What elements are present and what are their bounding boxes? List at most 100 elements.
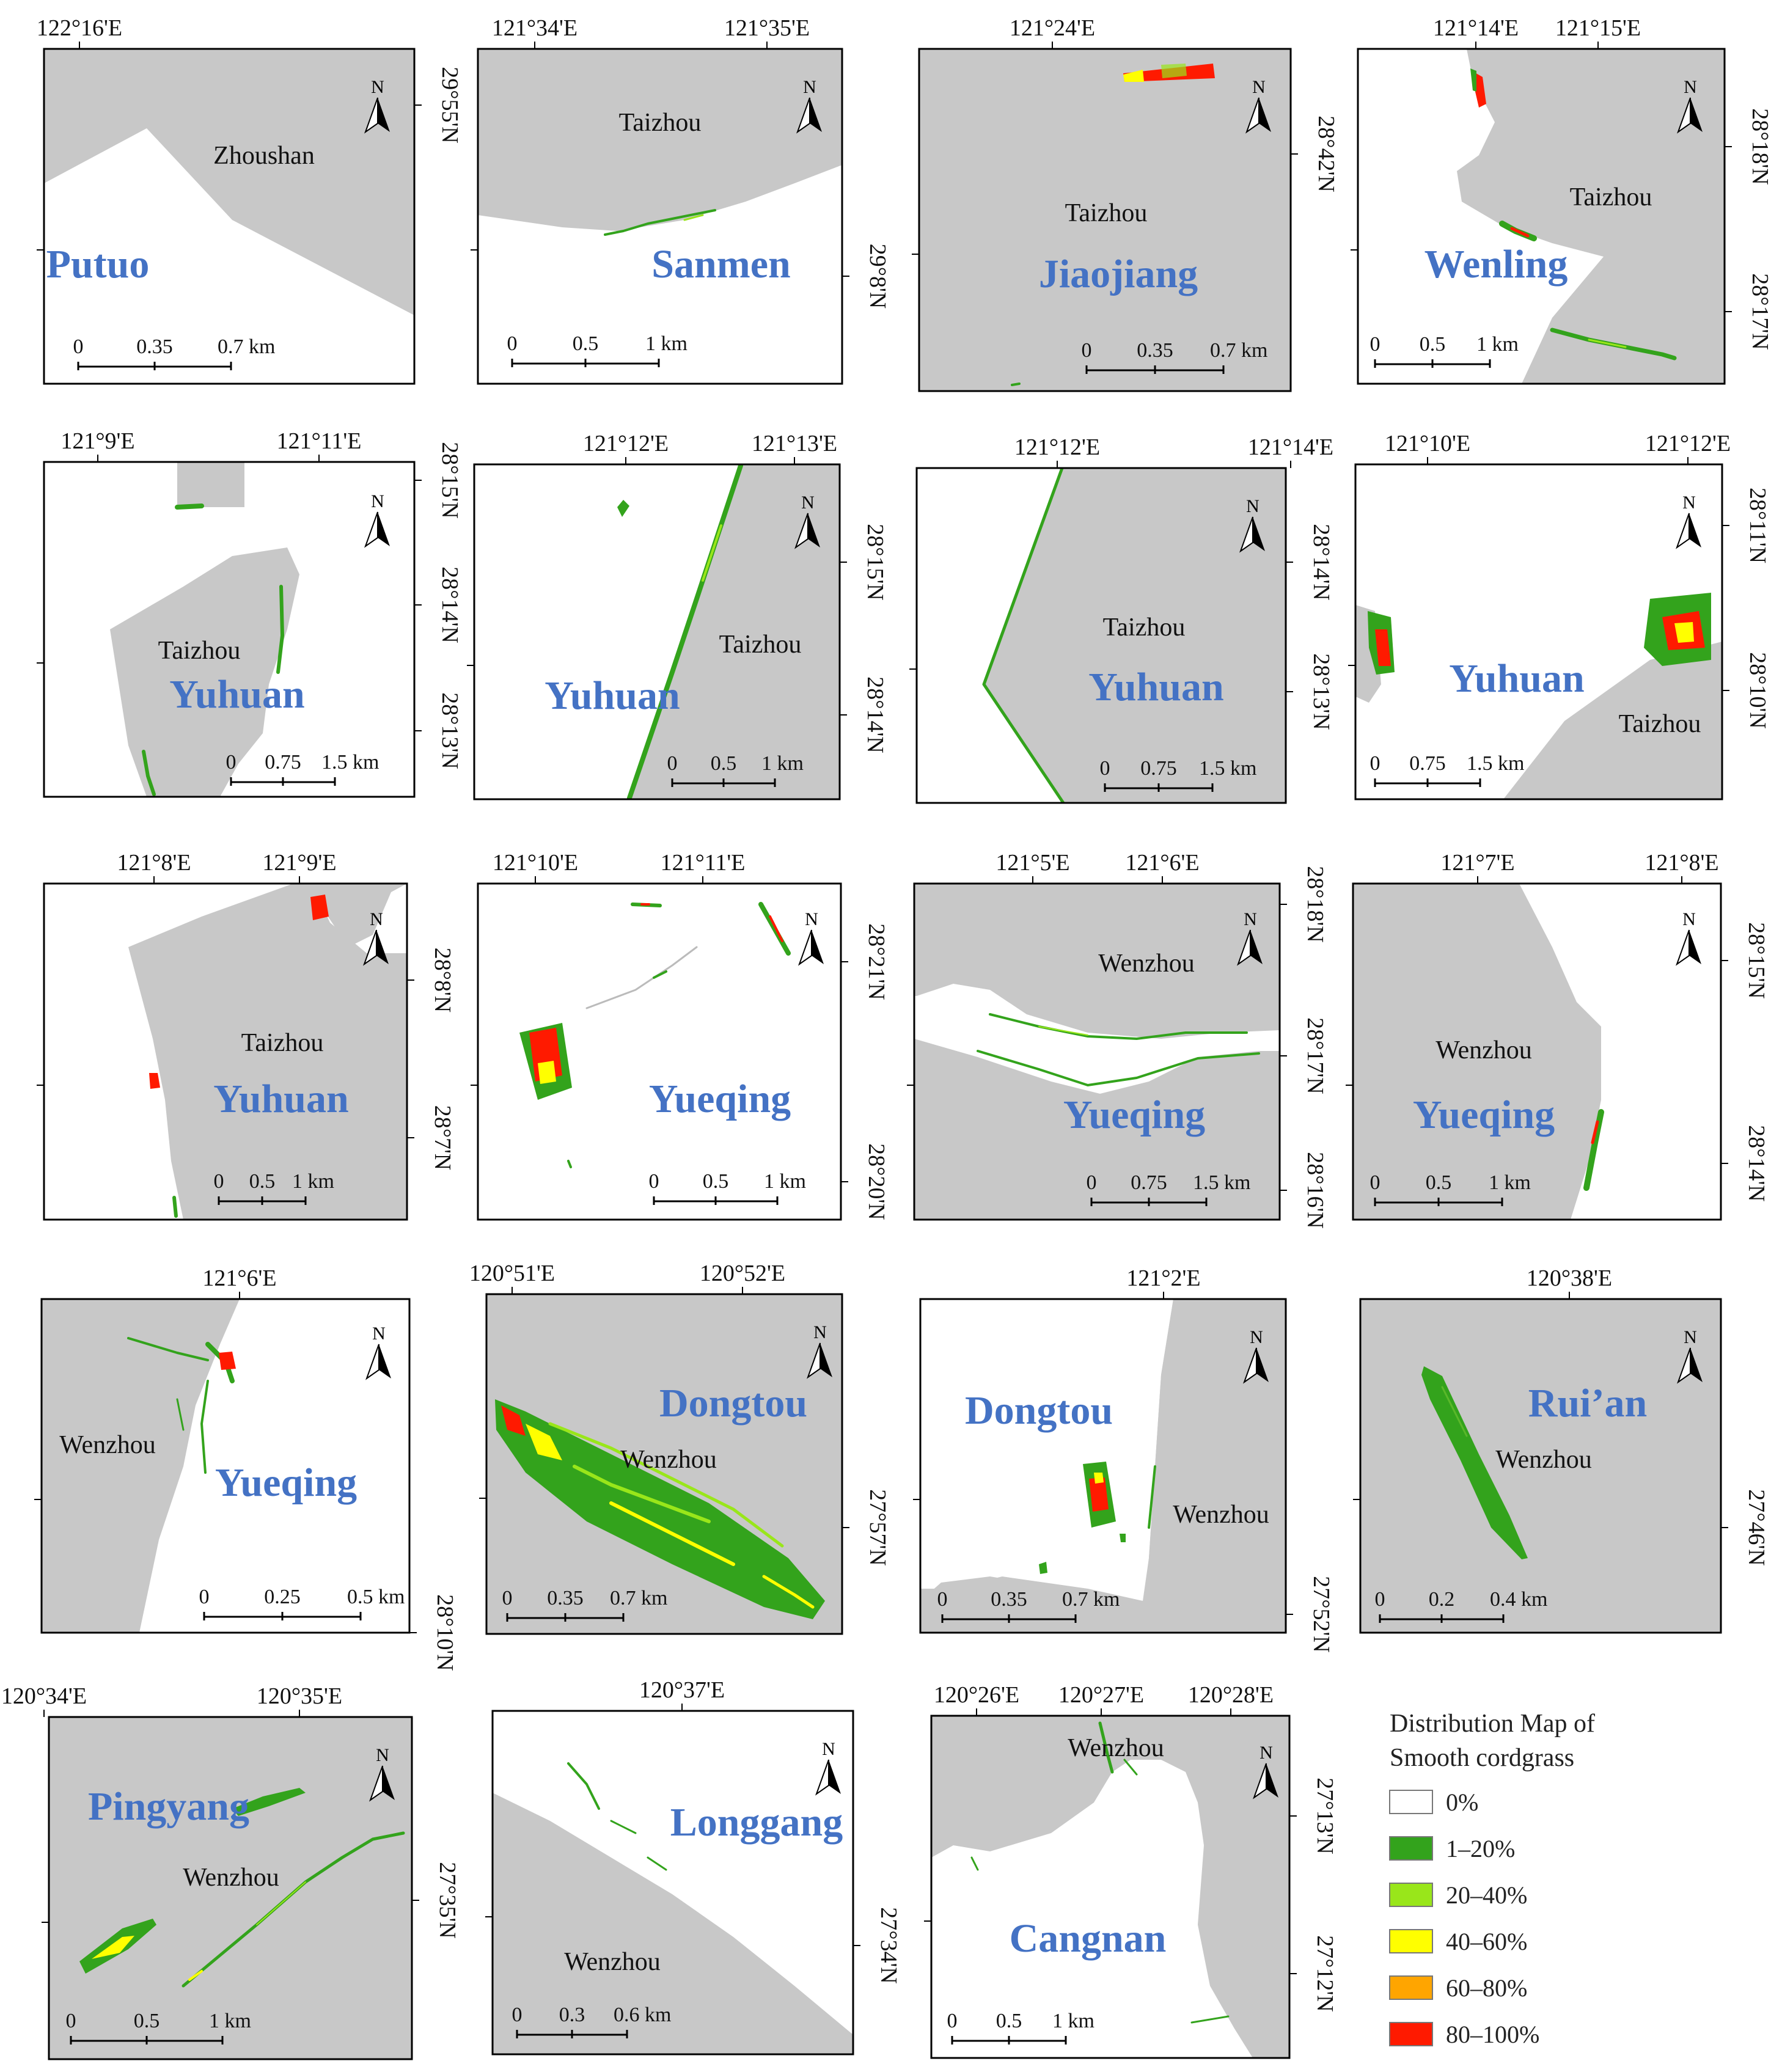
map-panels: Putuo Zhoushan N 122°16'E 29°55'N 0 0.35 0.7 km… bbox=[1, 15, 1771, 2060]
land-area bbox=[49, 1717, 412, 2059]
water-area bbox=[474, 464, 741, 799]
scale-bar: 0 0.5 1 km bbox=[1370, 333, 1519, 368]
north-label: N bbox=[1246, 496, 1260, 516]
legend-entry: 80–100% bbox=[1389, 2021, 1539, 2048]
longitude-tick-label: 121°8'E bbox=[1645, 850, 1718, 876]
cordgrass-strip bbox=[982, 468, 1065, 803]
map-frame bbox=[473, 463, 841, 800]
cordgrass-strip bbox=[200, 1380, 209, 1474]
latitude-tick-label: 28°10'N bbox=[432, 1594, 458, 1671]
longitude-tick-label: 121°2'E bbox=[1126, 1265, 1200, 1291]
cordgrass-patch bbox=[495, 1399, 825, 1619]
map-frame bbox=[485, 1293, 843, 1635]
longitude-tick-label: 121°12'E bbox=[583, 431, 669, 456]
longitude-tick-label: 120°34'E bbox=[1, 1683, 87, 1709]
longitude-tick-label: 121°24'E bbox=[1010, 15, 1095, 41]
north-label: N bbox=[805, 909, 818, 929]
longitude-tick-label: 120°26'E bbox=[934, 1682, 1019, 1708]
north-label: N bbox=[1244, 909, 1257, 929]
longitude-tick-label: 121°9'E bbox=[262, 850, 336, 876]
cordgrass-patch bbox=[232, 1788, 306, 1816]
map-body bbox=[474, 464, 840, 799]
place-label: Longgang bbox=[670, 1800, 843, 1845]
scale-label: 0.5 bbox=[1420, 333, 1446, 356]
latitude-tick-label: 28°13'N bbox=[437, 692, 463, 769]
map-body bbox=[44, 49, 414, 384]
map-panel-yuhuan5: Yuhuan Taizhou N 121°8'E 121°9'E 28°8'N 28°7'N… bbox=[37, 850, 455, 1221]
scale-label: 1 km bbox=[1489, 1171, 1531, 1194]
scale-label: 0 bbox=[502, 1587, 513, 1609]
legend-swatch bbox=[1389, 1883, 1433, 1907]
scale-bar: 0 0.5 1 km bbox=[649, 1170, 806, 1205]
scale-bar: 0 0.75 1.5 km bbox=[1100, 757, 1256, 792]
place-label: Yuhuan bbox=[1088, 665, 1223, 709]
cordgrass-patch bbox=[1421, 1366, 1528, 1559]
north-label: N bbox=[801, 492, 815, 513]
scale-label: 1.5 km bbox=[1193, 1171, 1250, 1194]
scale-label: 0 bbox=[1100, 757, 1110, 780]
longitude-tick-label: 121°6'E bbox=[1125, 850, 1199, 876]
scale-label: 0 bbox=[1082, 339, 1092, 362]
water-area bbox=[920, 1299, 1173, 1601]
cordgrass-strip bbox=[548, 1422, 784, 1548]
cordgrass-strip bbox=[1038, 1026, 1088, 1036]
cordgrass-strip bbox=[142, 750, 156, 796]
scale-label: 0.5 bbox=[703, 1170, 729, 1193]
north-arrow-icon bbox=[796, 97, 822, 134]
cordgrass-strip bbox=[567, 1762, 600, 1810]
cordgrass-strip bbox=[758, 902, 791, 956]
cordgrass-strip bbox=[567, 1160, 572, 1168]
scale-label: 0 bbox=[73, 335, 84, 358]
north-arrow-icon bbox=[1245, 97, 1271, 134]
north-label: N bbox=[1682, 909, 1696, 929]
north-label: N bbox=[1252, 77, 1266, 97]
longitude-tick-label: 121°34'E bbox=[492, 15, 578, 41]
map-frame bbox=[40, 1298, 411, 1634]
scale-label: 0 bbox=[66, 2010, 76, 2032]
longitude-tick-label: 121°5'E bbox=[996, 850, 1069, 876]
place-label: Wenling bbox=[1425, 242, 1568, 287]
city-label: Taizhou bbox=[1103, 613, 1186, 642]
latitude-tick-label: 28°8'N bbox=[430, 948, 455, 1013]
place-label: Yueqing bbox=[215, 1460, 357, 1505]
cordgrass-patch bbox=[92, 1936, 134, 1959]
latitude-tick-label: 28°13'N bbox=[1308, 653, 1334, 730]
scale-label: 1.5 km bbox=[321, 751, 379, 774]
cordgrass-strip bbox=[256, 1881, 306, 1925]
latitude-tick-label: 28°17'N bbox=[1302, 1017, 1328, 1094]
latitude-tick-label: 28°18'N bbox=[1302, 866, 1328, 943]
city-label: Taizhou bbox=[241, 1029, 324, 1057]
scale-label: 1.5 km bbox=[1199, 757, 1256, 780]
latitude-tick-label: 28°14'N bbox=[1744, 1125, 1769, 1202]
scale-label: 0.5 bbox=[1426, 1171, 1452, 1194]
latitude-tick-label: 28°14'N bbox=[1308, 524, 1334, 601]
map-panel-cangnan: Cangnan Wenzhou N 120°26'E 120°27'E 120°28'E 2… bbox=[924, 1682, 1338, 2059]
legend-entry: 20–40% bbox=[1389, 1881, 1527, 1909]
cordgrass-strip bbox=[172, 1196, 178, 1218]
scale-label: 0.5 bbox=[249, 1170, 276, 1193]
city-label: Wenzhou bbox=[1495, 1446, 1592, 1474]
map-body bbox=[486, 1294, 842, 1634]
cordgrass-strip bbox=[276, 585, 284, 674]
city-label: Taizhou bbox=[1619, 710, 1701, 738]
map-frame bbox=[48, 1716, 413, 2060]
map-panel-yueqing4: Yueqing Wenzhou N 121°6'E 28°10'N 0 0.25 0.5 km bbox=[34, 1265, 458, 1671]
scale-label: 0.35 bbox=[136, 335, 173, 358]
latitude-tick-label: 27°57'N bbox=[865, 1489, 890, 1566]
legend-label: 1–20% bbox=[1446, 1835, 1515, 1862]
cordgrass-patch bbox=[219, 1352, 236, 1370]
scale-label: 0.25 bbox=[264, 1586, 301, 1608]
latitude-tick-label: 28°21'N bbox=[864, 923, 889, 1000]
map-panel-ruian: Rui’an Wenzhou N 120°38'E 27°46'N 0 0.2 0.4 km bbox=[1353, 1265, 1769, 1634]
place-label: Yueqing bbox=[1413, 1093, 1555, 1137]
latitude-tick-label: 28°20'N bbox=[864, 1143, 889, 1220]
scale-label: 0.4 km bbox=[1490, 1588, 1547, 1611]
legend-title-line2: Smooth cordgrass bbox=[1390, 1744, 1574, 1772]
scale-label: 0 bbox=[199, 1586, 210, 1608]
map-frame bbox=[915, 467, 1287, 804]
cordgrass-patch bbox=[310, 895, 329, 920]
longitude-tick-label: 121°10'E bbox=[1385, 431, 1470, 456]
map-body bbox=[44, 884, 407, 1220]
